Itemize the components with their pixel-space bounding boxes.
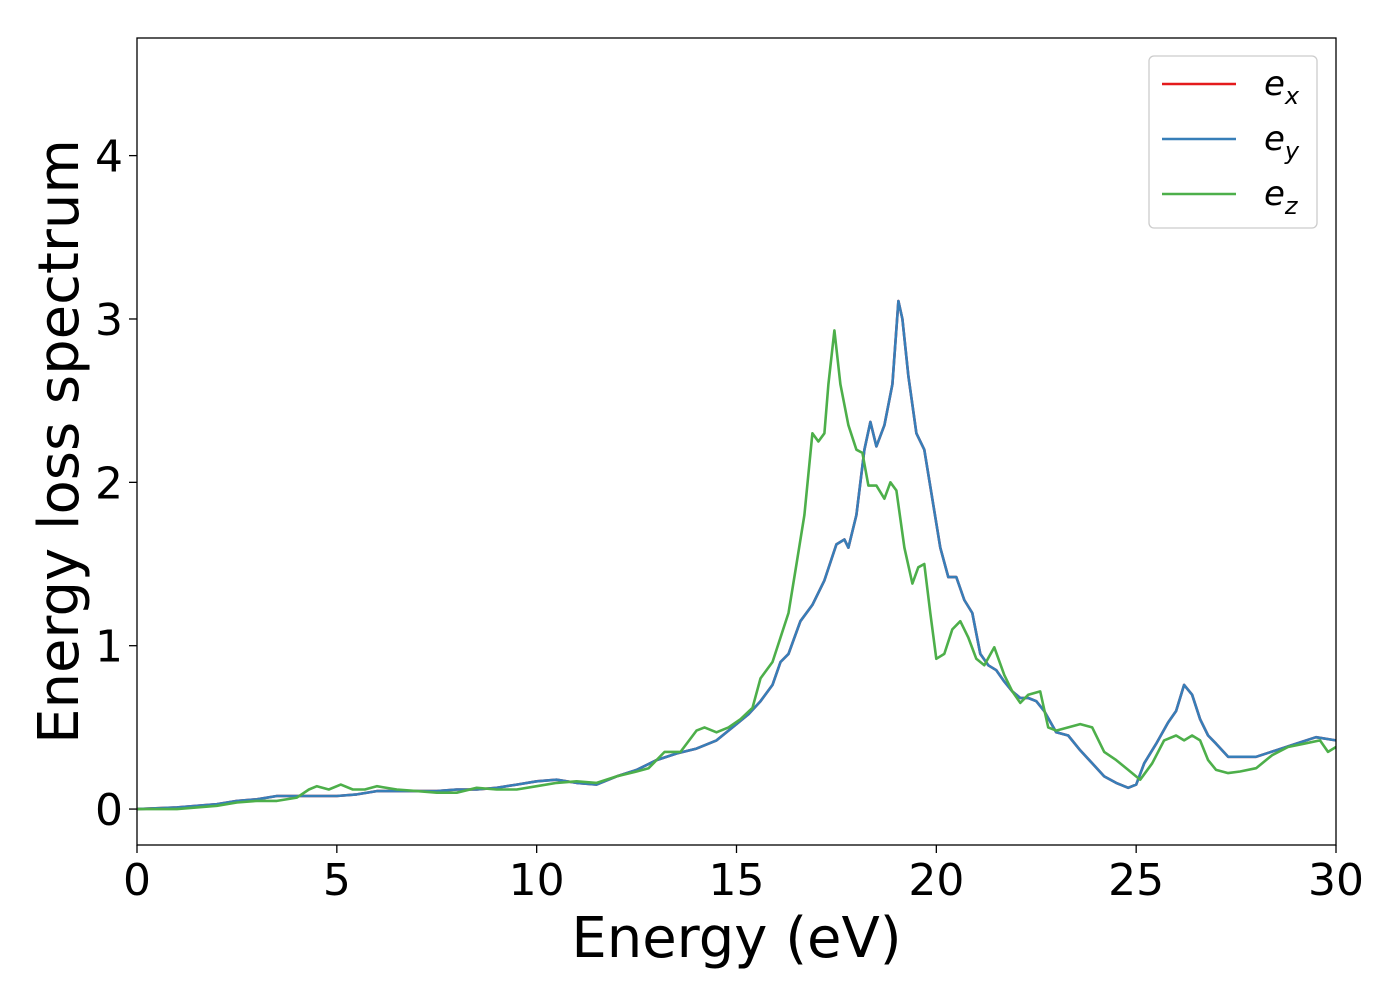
series-layer <box>137 299 1336 811</box>
ticks-layer: 0 5 10 15 20 25 30 0 1 2 3 4 <box>95 132 1364 906</box>
series-line-y <box>137 299 1336 811</box>
series-line-z <box>137 329 1336 811</box>
y-tick-label: 1 <box>95 622 123 673</box>
x-tick-label: 25 <box>1108 855 1164 906</box>
y-tick-label: 3 <box>95 295 123 346</box>
x-tick-label: 5 <box>323 855 351 906</box>
x-tick-label: 10 <box>509 855 565 906</box>
y-axis-title: Energy loss spectrum <box>27 139 92 744</box>
x-tick-label: 20 <box>908 855 964 906</box>
legend-label-x: ex <box>1264 64 1300 110</box>
y-tick-label: 2 <box>95 458 123 509</box>
legend-label-z: ez <box>1264 174 1299 220</box>
x-tick-label: 30 <box>1308 855 1364 906</box>
x-axis-title: Energy (eV) <box>571 906 901 971</box>
legend-box <box>1148 55 1318 229</box>
x-tick-label: 0 <box>123 855 151 906</box>
y-tick-label: 4 <box>95 132 123 183</box>
series-line-x <box>137 299 1336 811</box>
x-tick-label: 15 <box>709 855 765 906</box>
legend-label-y: ey <box>1264 119 1300 165</box>
legend: ex ey ez <box>1148 55 1318 229</box>
y-tick-label: 0 <box>95 785 123 836</box>
